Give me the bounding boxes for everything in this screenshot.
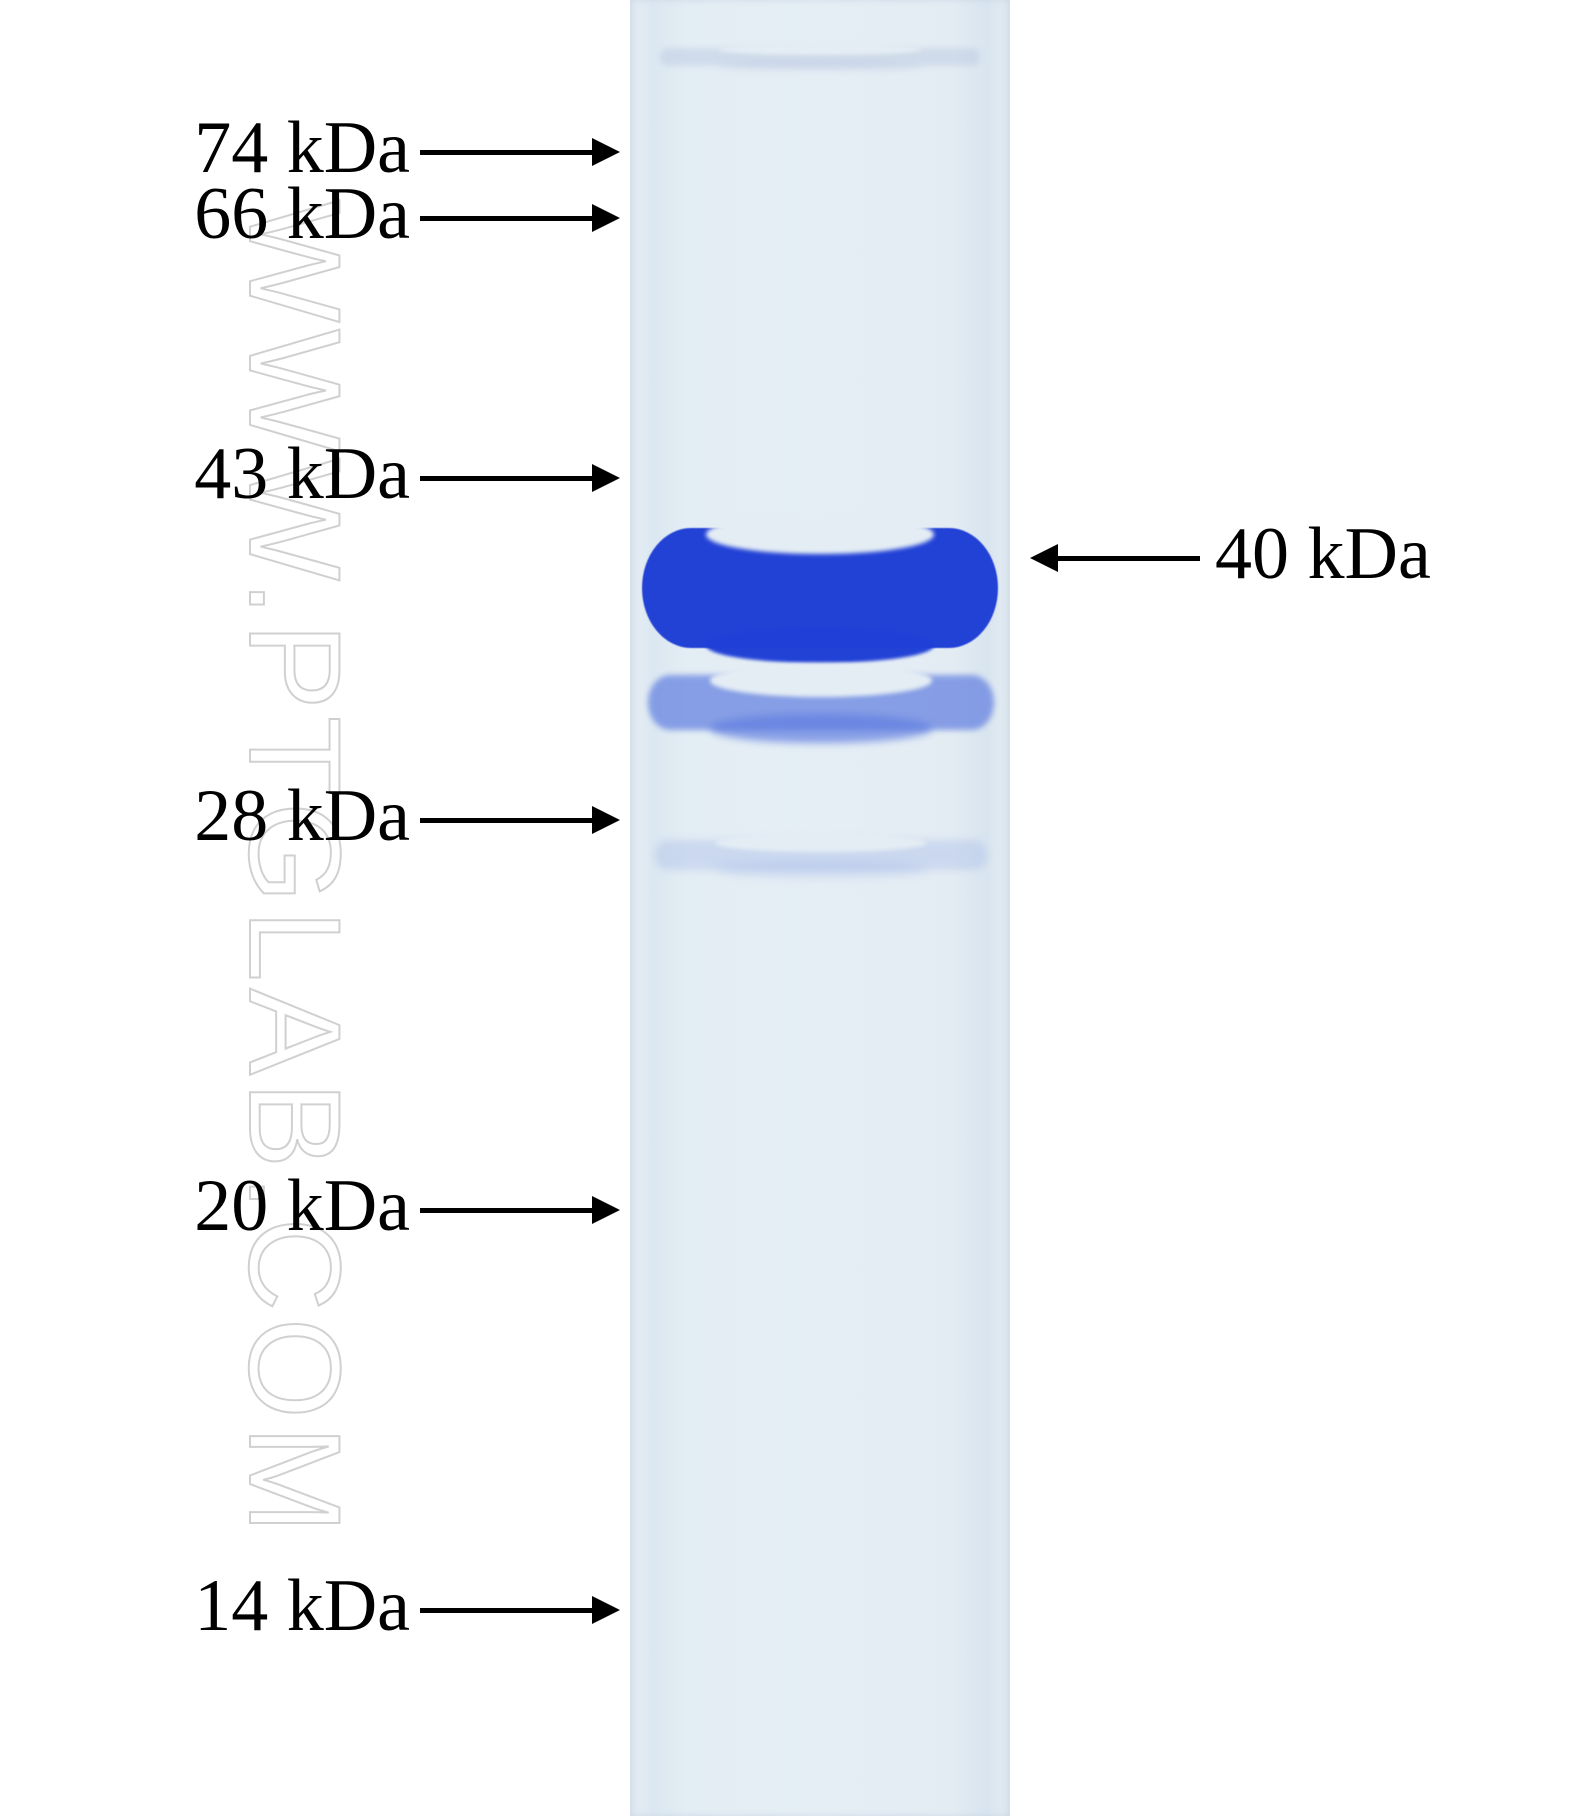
marker-arrow-head [592, 806, 620, 834]
marker-arrow [420, 150, 592, 155]
target-arrow [1058, 556, 1200, 561]
marker-arrow [420, 1608, 592, 1613]
marker-arrow-head [592, 138, 620, 166]
target-label-40kda: 40 kDa [1215, 512, 1431, 597]
marker-label-43kda: 43 kDa [194, 432, 410, 517]
well-origin-smile-bulge [718, 61, 923, 71]
faint-band-28kda-smile-bulge [715, 861, 927, 877]
watermark: WWW.PTGLAB.COM [220, 200, 370, 1540]
marker-arrow [420, 216, 592, 221]
secondary-band-below-main-smile-bulge [710, 714, 931, 743]
marker-label-28kda: 28 kDa [194, 774, 410, 859]
marker-arrow [420, 818, 592, 823]
marker-arrow-head [592, 464, 620, 492]
marker-label-20kda: 20 kDa [194, 1164, 410, 1249]
marker-arrow [420, 476, 592, 481]
marker-arrow-head [592, 1596, 620, 1624]
gel-figure: WWW.PTGLAB.COM74 kDa66 kDa43 kDa28 kDa20… [0, 0, 1585, 1816]
marker-label-14kda: 14 kDa [194, 1564, 410, 1649]
marker-label-66kda: 66 kDa [194, 172, 410, 257]
marker-arrow-head [592, 204, 620, 232]
marker-arrow [420, 1208, 592, 1213]
faint-band-28kda-smile-mask [715, 834, 927, 852]
secondary-band-below-main-smile-mask [710, 664, 931, 696]
gel-lane [630, 0, 1010, 1816]
marker-arrow-head [592, 1196, 620, 1224]
main-band-40kda-smile-mask [706, 515, 934, 555]
target-arrow-head [1030, 544, 1058, 572]
